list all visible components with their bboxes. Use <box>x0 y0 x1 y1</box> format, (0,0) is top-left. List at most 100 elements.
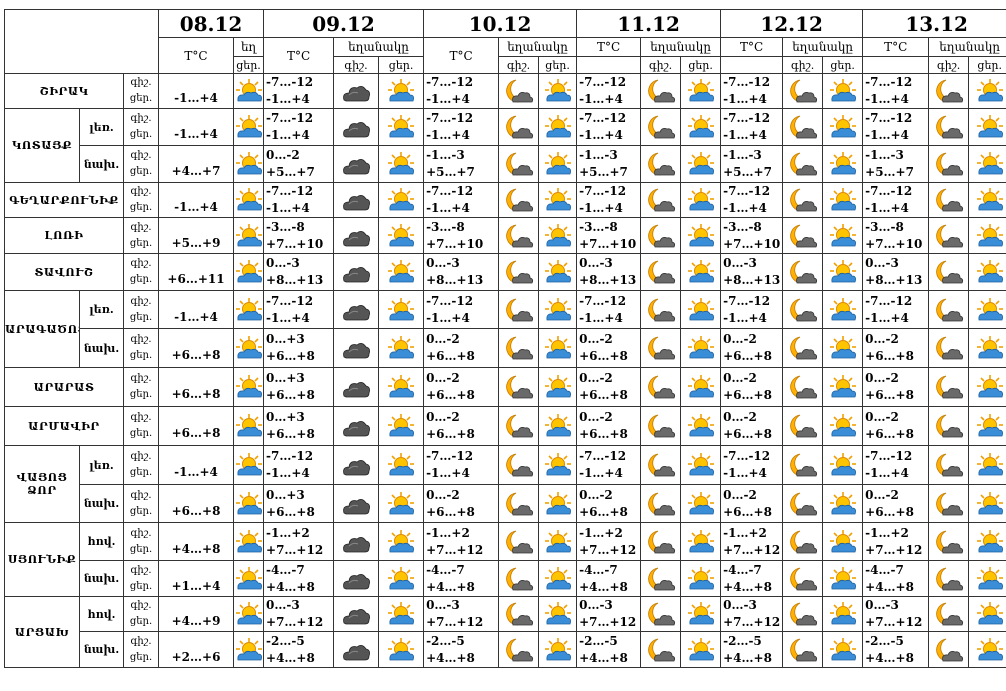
table-row: նախ. գիշ. ցեր. +2…+6 -2…-5 +4…+8 -2…-5 +4…+8 -2…… <box>5 631 1006 668</box>
moon-cloud-icon <box>935 567 963 590</box>
weather-icon-cell <box>538 484 578 523</box>
moon-cloud-icon <box>935 152 963 176</box>
weather-icon-cell <box>822 367 864 407</box>
weather-icon-cell <box>498 145 540 183</box>
night-label: գիշ. <box>130 600 152 611</box>
date-header-1212: 12.12 <box>720 9 864 38</box>
time-of-day-labels: գիշ. ցեր. <box>122 328 160 368</box>
night-temp: -7…-12 <box>723 449 771 463</box>
temp-range-cell: 0…-3 +7…+12 <box>263 596 335 632</box>
sun-cloud-icon <box>388 79 415 102</box>
date-header-1312: 13.12 <box>862 9 1006 38</box>
moon-cloud-icon <box>789 530 817 553</box>
weather-icon-cell <box>928 328 970 368</box>
temp-range-cell: -7…-12 -1…+4 <box>576 182 642 218</box>
table-row: ՇԻՐԱԿ գիշ. ցեր. -1…+4 -7…-12 -1…+4 -7…-12 -1…+4… <box>4 73 1006 109</box>
night-label: գիշ. <box>130 635 152 647</box>
sun-cloud-icon <box>388 336 415 359</box>
night-temp: 0…-2 <box>579 332 613 346</box>
temp-range-cell: -2…-5 +4…+8 <box>576 631 642 668</box>
night-subheader: գիշ. <box>782 56 824 74</box>
sun-cloud-icon <box>687 188 714 211</box>
sun-cloud-icon <box>687 223 714 246</box>
temp-range-cell: -4…-7 +4…+8 <box>862 560 930 597</box>
weather-icon-cell <box>538 406 578 446</box>
weather-icon-cell <box>378 560 425 597</box>
temp-range-cell: -7…-12 -1…+4 <box>423 290 500 329</box>
night-temp: 0…-2 <box>865 487 899 502</box>
day-temp: +6…+8 <box>266 349 315 363</box>
sun-cloud-icon <box>687 529 714 552</box>
weather-icon-cell <box>378 367 425 407</box>
night-temp: -2…-5 <box>266 633 305 648</box>
temp-range-cell: -3…-8 +7…+10 <box>423 217 500 254</box>
day-temp: -1…+4 <box>723 201 767 215</box>
weather-icon-cell <box>928 73 970 109</box>
weather-icon-cell <box>498 522 540 561</box>
weather-icon-cell <box>640 631 682 668</box>
night-temp: -7…-12 <box>266 449 314 463</box>
night-temp: -1…+2 <box>865 525 909 540</box>
temp-range-cell: 0…-2 +6…+8 <box>576 484 642 523</box>
night-temp: 0…-2 <box>266 148 300 162</box>
weather-icon-cell <box>498 367 540 407</box>
dark-cloud-icon <box>343 159 370 175</box>
weather-icon-cell <box>378 484 425 523</box>
weather-header: եղանակը <box>640 37 722 57</box>
weather-icon-cell <box>680 367 722 407</box>
table-row: նախ. գիշ. ցեր. +4…+7 0…-2 +5…+7 -1…-3 +5…+7 -1…-… <box>5 145 1006 183</box>
weather-icon-cell <box>498 445 540 485</box>
table-row: նախ. գիշ. ցեր. +6…+8 0…+3 +6…+8 0…-2 +6…+8 0…-2 +… <box>5 484 1006 523</box>
day-temp: +8…+13 <box>865 273 923 287</box>
sun-cloud-icon <box>829 152 856 175</box>
sun-cloud-icon <box>544 260 571 283</box>
moon-cloud-icon <box>647 453 675 477</box>
weather-icon-cell <box>538 596 578 632</box>
time-of-day-labels: գիշ. ցեր. <box>122 145 160 183</box>
weather-icon-cell <box>378 253 425 291</box>
weather-icon-cell <box>333 484 380 523</box>
table-row: ԼՈՌԻ գիշ. ցեր. +5…+9 -3…-8 +7…+10 -3…-8 +7…+10-… <box>4 217 1006 254</box>
weather-icon-cell <box>782 290 824 329</box>
moon-cloud-icon <box>505 115 533 139</box>
night-temp: -7…-12 <box>579 293 627 308</box>
weather-icon-cell <box>968 328 1006 368</box>
weather-icon-cell <box>928 253 970 291</box>
weather-icon-cell <box>680 560 722 597</box>
moon-cloud-icon <box>647 224 675 247</box>
day-temp: +7…+12 <box>266 542 324 557</box>
weather-icon-cell <box>928 217 970 254</box>
temp-range-cell: -7…-12 -1…+4 <box>263 108 335 146</box>
weather-icon-cell <box>333 253 380 291</box>
moon-cloud-icon <box>505 453 533 477</box>
sun-cloud-icon <box>236 152 263 175</box>
day-label: ցեր. <box>129 274 153 285</box>
subregion-label: նախ. <box>79 484 124 523</box>
weather-icon-cell <box>822 445 864 485</box>
night-temp: -2…-5 <box>426 633 465 648</box>
moon-cloud-icon <box>505 414 533 438</box>
night-temp: -3…-8 <box>426 219 465 234</box>
night-temp: -7…-12 <box>723 184 771 198</box>
night-label: գիշ. <box>130 113 152 124</box>
temp-range-cell: -7…-12 -1…+4 <box>576 445 642 485</box>
weather-header: եղանակը <box>333 37 425 57</box>
weather-icon-cell <box>498 631 540 668</box>
dark-cloud-icon <box>343 122 370 138</box>
weather-icon-cell <box>538 217 578 254</box>
day-temp: +6…+8 <box>426 349 475 363</box>
moon-cloud-icon <box>789 224 817 247</box>
night-subheader: գիշ. <box>928 56 970 74</box>
subregion-label: հով. <box>79 522 124 561</box>
temp-range-cell: -1…+2 +7…+12 <box>263 522 335 561</box>
day-temp: +4…+8 <box>266 650 315 665</box>
weather-icon-cell <box>378 182 425 218</box>
day-temp: +6…+8 <box>723 349 772 363</box>
night-temp: -1…-3 <box>865 148 904 162</box>
moon-cloud-icon <box>935 453 963 477</box>
empty-subheader <box>576 56 642 74</box>
weather-icon-cell <box>968 145 1006 183</box>
day-label: ցեր. <box>129 580 153 592</box>
weather-icon-cell <box>538 367 578 407</box>
day-temp: +7…+12 <box>426 615 484 629</box>
